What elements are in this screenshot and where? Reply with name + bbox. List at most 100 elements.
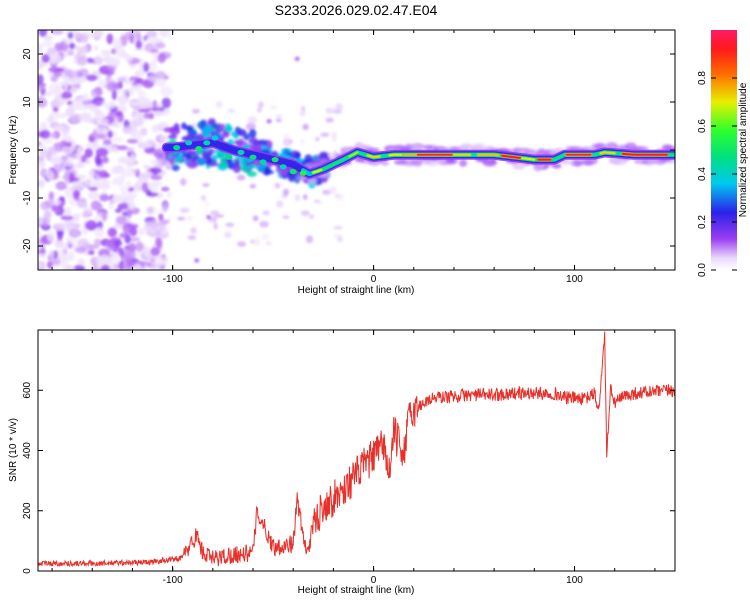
spectrogram-signal-cell [219,160,228,168]
spectrogram-signal-cell [200,119,207,126]
spectrogram-y-tick-label: -10 [22,190,33,205]
spectrogram-noise-cell [73,212,86,218]
spectrogram-halo-cell [423,144,434,150]
spectrogram-noise-cell [215,214,225,218]
spectrogram-noise-cell [93,238,101,249]
spectrogram-noise-cell [142,164,151,170]
spectrogram-noise-cell [190,227,197,234]
spectrogram-noise-cell [123,250,136,260]
spectrogram-noise-cell [325,117,334,123]
spectrogram-ridge [161,135,675,179]
spectrogram-noise-cell [49,132,57,139]
spectrogram-noise-cell [108,265,117,270]
spectrogram-hot-core [477,153,500,157]
spectrogram-noise-cell [202,183,210,187]
snr-y-tick-label: 0 [22,568,33,574]
spectrogram-noise-cell [158,213,164,222]
spectrogram-noise-cell [288,139,294,144]
spectrogram-hot-core [348,151,359,158]
spectrogram-noise-cell [135,40,143,50]
spectrogram-x-label: Height of straight line (km) [298,285,415,296]
spectrogram-noise-cell [146,192,159,197]
spectrogram-noise-cell [259,220,269,228]
colorbar-tick-label: 0.6 [697,119,708,133]
spectrogram-noise-cell [77,258,85,267]
spectrogram-noise-cell [62,80,69,90]
spectrogram-noise-cell [137,133,143,143]
spectrogram-noise-cell [69,42,76,49]
spectrogram-signal-cell [232,163,242,173]
spectrogram-noise-cell [282,188,290,196]
spectrogram-noise-cell [100,264,111,270]
spectrogram-noise-cell [48,197,54,206]
spectrogram-noise-cell [153,266,160,270]
spectrogram-noise-cell [305,235,314,244]
spectrogram-noise-cell [98,183,111,190]
spectrogram-noise-cell [108,199,114,211]
spectrogram-noise-cell [86,57,94,64]
spectrogram-noise-cell [275,118,282,123]
spectrogram-signal-cell [169,126,181,136]
spectrogram-noise-cell [38,74,44,85]
spectrogram-noise-cell [38,180,46,186]
spectrogram-noise-cell [134,70,141,78]
spectrogram-signal-cell [176,153,182,163]
spectrogram-noise-cell [118,260,126,270]
spectrogram-noise-cell [39,121,48,133]
snr-y-label: SNR (10 * v/v) [8,418,19,482]
spectrogram-noise-cell [55,86,63,97]
spectrogram-noise-cell [111,89,117,101]
spectrogram-noise-cell [149,167,162,174]
spectrogram-noise-cell [92,140,99,148]
spectrogram-noise-cell [40,201,52,211]
spectrogram-noise-cell [109,57,122,62]
spectrogram-noise-cell [67,49,74,56]
spectrogram-noise-cell [93,45,99,51]
spectrogram-noise-cell [95,126,108,134]
spectrogram-clump [237,149,245,155]
spectrogram-noise-cell [69,86,79,94]
snr-x-tick-label: -100 [163,575,183,586]
spectrogram-noise-cell [137,227,145,236]
spectrogram-noise-cell [160,86,173,97]
spectrogram-clump [225,154,233,160]
spectrogram-noise-cell [66,100,73,106]
colorbar-tick-label: 0.0 [697,263,708,277]
chart-title: S233.2026.029.02.47.E04 [275,2,438,18]
spectrogram-noise-cell [99,194,110,202]
spectrogram-noise-cell [60,91,73,100]
spectrogram-hot-core [312,168,323,174]
spectrogram-noise-cell [125,180,132,190]
spectrogram-noise-cell [116,145,129,151]
spectrogram-noise-cell [128,242,137,254]
spectrogram-noise-cell [53,162,63,173]
spectrogram-noise-cell [79,179,89,188]
spectrogram-noise-cell [150,180,163,187]
spectrogram-signal-cell [221,130,230,138]
spectrogram-noise-cell [94,154,101,166]
spectrogram-clump [299,170,307,176]
spectrogram-noise-cell [84,220,98,231]
spectrogram-noise-cell [38,242,42,251]
spectrogram-noise-cell [48,191,55,200]
spectrogram-signal-cell [248,128,257,139]
spectrogram-halo-cell [594,142,605,150]
spectrogram-noise-cell [61,243,69,250]
spectrogram-signal-cell [239,158,247,167]
spectrogram-noise-cell [152,148,166,159]
spectrogram-noise-cell [67,31,74,40]
spectrogram-noise-cell [74,246,87,254]
spectrogram-noise-cell [144,42,156,53]
spectrogram-noise-cell [111,179,120,186]
spectrogram-noise-cell [95,109,103,116]
snr-y-tick-label: 600 [22,381,33,398]
spectrogram-noise-cell [149,220,159,230]
spectrogram-noise-cell [165,218,171,224]
spectrogram-noise-cell [61,253,74,262]
spectrogram-noise-cell [145,171,153,176]
spectrogram-halo-cell [459,159,468,167]
spectrogram-noise-cell [56,231,63,241]
spectrogram-y-label: Frequency (Hz) [8,116,19,185]
colorbar-tick-label: 0.2 [697,215,708,229]
spectrogram-noise-cell [38,60,45,70]
